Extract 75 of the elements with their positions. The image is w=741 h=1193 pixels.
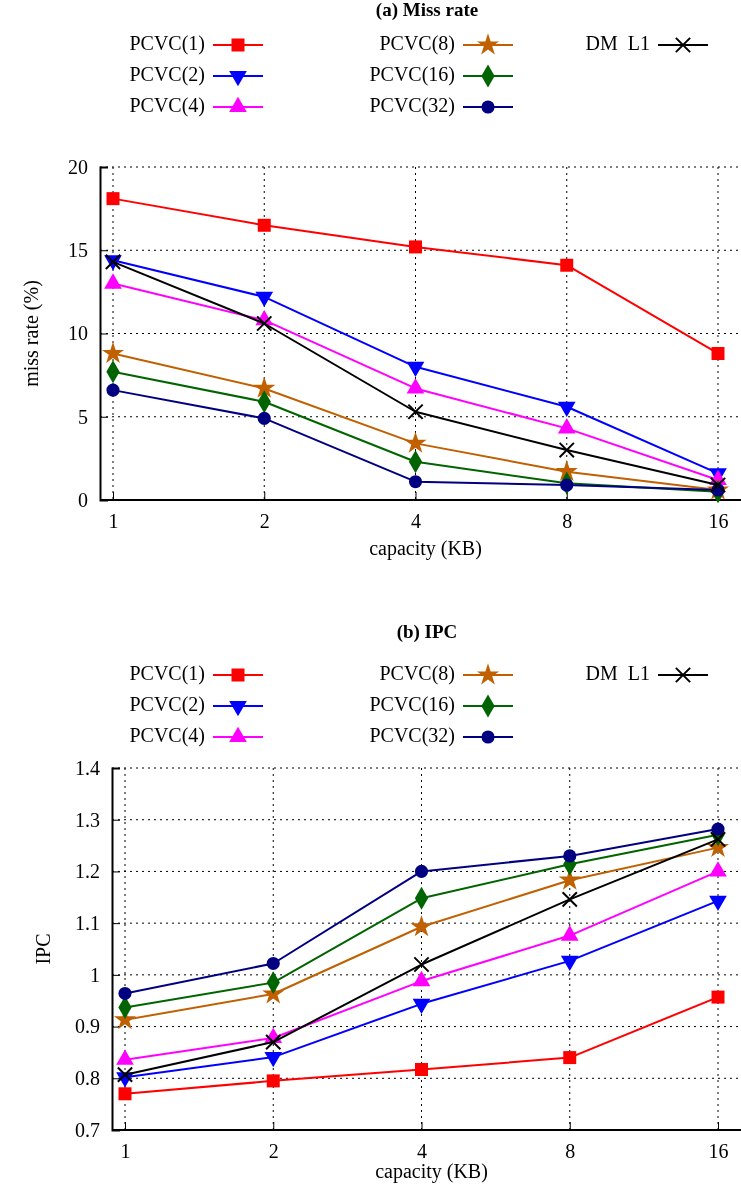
legend-label: PCVC(4) bbox=[129, 723, 205, 747]
y-tick-label: 0.8 bbox=[75, 1067, 100, 1090]
x-tick-label: 16 bbox=[708, 510, 729, 533]
legend-label: PCVC(1) bbox=[129, 31, 205, 55]
point bbox=[118, 986, 132, 1001]
chart-title: (b) IPC bbox=[396, 621, 458, 644]
legend-label: PCVC(8) bbox=[379, 31, 455, 55]
point bbox=[711, 346, 725, 360]
point bbox=[116, 1066, 134, 1083]
y-axis-title: IPC bbox=[32, 933, 54, 965]
point bbox=[409, 240, 422, 254]
point bbox=[563, 849, 577, 863]
point bbox=[257, 411, 271, 425]
y-tick-label: 0.9 bbox=[75, 1015, 100, 1038]
legend-label: PCVC(32) bbox=[369, 93, 455, 117]
x-axis-title: capacity (KB) bbox=[369, 537, 482, 560]
x-tick-label: 16 bbox=[708, 1140, 729, 1163]
point bbox=[118, 1087, 132, 1101]
x-tick-label: 1 bbox=[108, 510, 119, 533]
chart-title: (a) Miss rate bbox=[375, 0, 479, 22]
legend-label: PCVC(4) bbox=[129, 93, 205, 117]
point bbox=[558, 441, 575, 459]
x-axis-title: capacity (KB) bbox=[375, 1160, 488, 1183]
point bbox=[106, 192, 120, 206]
x-tick-label: 1 bbox=[120, 1140, 131, 1163]
point bbox=[560, 258, 574, 272]
legend-label: PCVC(16) bbox=[369, 62, 455, 86]
legend-label: PCVC(8) bbox=[379, 661, 455, 685]
point bbox=[709, 476, 727, 494]
y-tick-label: 1.1 bbox=[75, 912, 100, 935]
y-tick-label: 15 bbox=[68, 239, 88, 262]
point bbox=[265, 1033, 282, 1051]
point bbox=[414, 864, 429, 878]
y-tick-label: 1.4 bbox=[75, 756, 100, 779]
point bbox=[561, 891, 578, 908]
point bbox=[101, 341, 125, 363]
y-tick-label: 1.3 bbox=[75, 808, 100, 831]
legend-label: PCVC(2) bbox=[129, 692, 205, 716]
point bbox=[106, 383, 120, 397]
legend-label: PCVC(16) bbox=[369, 692, 455, 716]
point bbox=[408, 475, 423, 489]
x-tick-label: 2 bbox=[259, 510, 270, 533]
x-tick-label: 4 bbox=[417, 1140, 427, 1163]
y-tick-label: 0 bbox=[78, 488, 88, 511]
y-tick-label: 10 bbox=[68, 322, 88, 345]
point bbox=[266, 1074, 280, 1088]
y-tick-label: 20 bbox=[68, 155, 88, 178]
point bbox=[266, 956, 280, 971]
point bbox=[711, 990, 725, 1004]
point bbox=[413, 956, 430, 973]
legend-label: PCVC(1) bbox=[129, 661, 205, 685]
legend-label: DM L1 bbox=[585, 31, 650, 54]
point bbox=[415, 1062, 428, 1076]
y-tick-label: 1.2 bbox=[75, 860, 100, 883]
y-tick-label: 5 bbox=[78, 405, 88, 428]
y-tick-label: 1 bbox=[90, 963, 100, 986]
y-axis-title: miss rate (%) bbox=[20, 280, 43, 387]
y-tick-label: 0.7 bbox=[75, 1118, 100, 1141]
point bbox=[709, 831, 727, 848]
point bbox=[256, 315, 273, 332]
x-tick-label: 8 bbox=[562, 510, 573, 533]
x-tick-label: 8 bbox=[565, 1140, 576, 1163]
point bbox=[253, 376, 276, 398]
point bbox=[410, 915, 433, 937]
x-tick-label: 2 bbox=[268, 1140, 279, 1163]
point bbox=[560, 478, 574, 492]
point bbox=[563, 1051, 577, 1065]
point bbox=[407, 403, 424, 420]
point bbox=[404, 431, 427, 453]
legend-label: PCVC(32) bbox=[369, 723, 455, 747]
legend-label: PCVC(2) bbox=[129, 62, 205, 86]
x-tick-label: 4 bbox=[411, 510, 421, 533]
point bbox=[711, 822, 725, 836]
point bbox=[257, 218, 271, 232]
legend-label: DM L1 bbox=[585, 661, 650, 684]
